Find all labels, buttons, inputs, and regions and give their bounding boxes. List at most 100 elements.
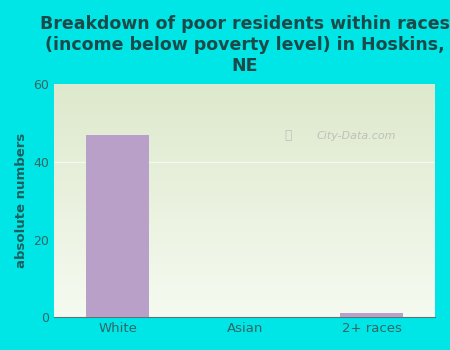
Bar (54, 151, 435, 152)
Bar (54, 232, 435, 233)
Bar (54, 137, 435, 138)
Bar (54, 90, 435, 91)
Bar (54, 229, 435, 230)
Bar (54, 210, 435, 211)
Bar (54, 103, 435, 104)
Bar (54, 91, 435, 93)
Bar (54, 163, 435, 165)
Bar (54, 266, 435, 267)
Bar (54, 136, 435, 137)
Bar (54, 100, 435, 101)
Bar (54, 108, 435, 109)
Bar (54, 288, 435, 289)
Bar (54, 97, 435, 98)
Bar (54, 130, 435, 131)
Bar (54, 94, 435, 95)
Bar (54, 191, 435, 193)
Bar (54, 127, 435, 129)
Bar (54, 87, 435, 88)
Bar (54, 241, 435, 243)
Bar (54, 98, 435, 100)
Bar (54, 113, 435, 115)
Bar (54, 219, 435, 220)
Bar (54, 180, 435, 181)
Bar (54, 159, 435, 160)
Bar (54, 222, 435, 223)
Bar (340, 313, 403, 317)
Bar (54, 303, 435, 304)
Bar (54, 287, 435, 288)
Bar (54, 289, 435, 290)
Bar (54, 307, 435, 308)
Bar (54, 122, 435, 123)
Bar (54, 117, 435, 118)
Bar (54, 93, 435, 94)
Bar (54, 190, 435, 191)
Bar (54, 170, 435, 172)
Bar (54, 194, 435, 195)
Bar (54, 267, 435, 268)
Bar (54, 250, 435, 251)
Bar (54, 141, 435, 143)
Bar (54, 146, 435, 147)
Bar (54, 134, 435, 136)
Bar (54, 228, 435, 229)
Bar (54, 209, 435, 210)
Bar (54, 208, 435, 209)
Bar (54, 160, 435, 161)
Bar (54, 116, 435, 117)
Bar (54, 148, 435, 150)
Bar (54, 101, 435, 102)
Bar (54, 214, 435, 215)
Bar (54, 126, 435, 127)
Bar (54, 262, 435, 264)
Bar (54, 161, 435, 162)
Bar (54, 109, 435, 110)
Bar (54, 181, 435, 182)
Bar (54, 276, 435, 278)
Bar (54, 123, 435, 124)
Bar (54, 162, 435, 163)
Bar (54, 139, 435, 140)
Bar (54, 313, 435, 314)
Bar (54, 174, 435, 175)
Bar (54, 193, 435, 194)
Bar (54, 184, 435, 186)
Bar (54, 89, 435, 90)
Bar (54, 145, 435, 146)
Bar (54, 84, 435, 86)
Bar (54, 158, 435, 159)
Bar (54, 201, 435, 202)
Bar (54, 310, 435, 311)
Bar (54, 247, 435, 248)
Bar (54, 196, 435, 197)
Bar (54, 268, 435, 270)
Bar (54, 168, 435, 169)
Bar (54, 129, 435, 130)
Bar (54, 285, 435, 286)
Bar (54, 206, 435, 208)
Bar (54, 243, 435, 244)
Bar (54, 254, 435, 256)
Bar (54, 257, 435, 258)
Bar (54, 272, 435, 273)
Bar (54, 118, 435, 119)
Bar (54, 299, 435, 300)
Bar (54, 86, 435, 87)
Bar (54, 239, 435, 240)
Bar (54, 179, 435, 180)
Bar (54, 275, 435, 276)
Bar (54, 295, 435, 296)
Bar (54, 176, 435, 177)
Bar (54, 120, 435, 122)
Bar (54, 144, 435, 145)
Bar (54, 125, 435, 126)
Bar (54, 245, 435, 246)
Bar (54, 182, 435, 183)
Bar (54, 95, 435, 96)
Bar (54, 138, 435, 139)
Bar (54, 315, 435, 316)
Bar (54, 302, 435, 303)
Bar (54, 212, 435, 214)
Bar (54, 234, 435, 236)
